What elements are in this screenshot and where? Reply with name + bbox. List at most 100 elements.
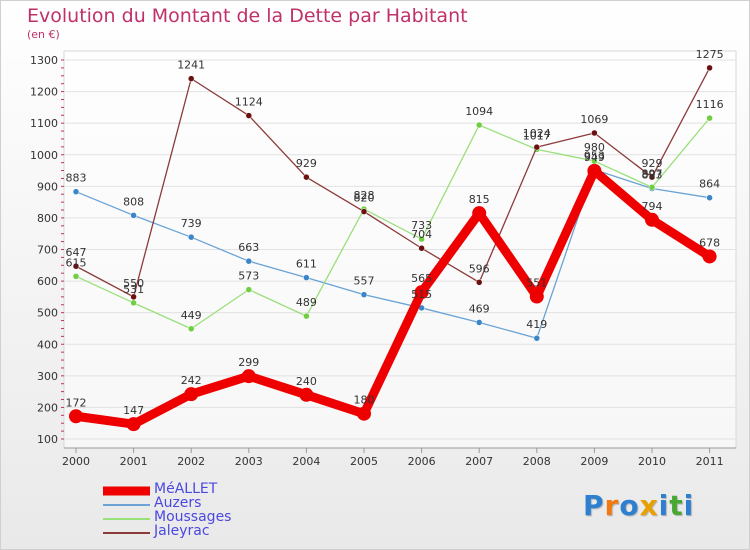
legend-label-moussages: Moussages xyxy=(154,509,232,525)
data-label: 883 xyxy=(66,172,87,185)
data-label: 611 xyxy=(296,258,317,271)
data-label: 1116 xyxy=(696,98,724,111)
logo-letter: i xyxy=(658,489,670,522)
y-tick-label: 1100 xyxy=(30,117,58,130)
logo-letter: r xyxy=(604,489,620,522)
data-label: 949 xyxy=(584,151,605,164)
data-label: 515 xyxy=(411,288,432,301)
data-label: 893 xyxy=(642,169,663,182)
data-point xyxy=(72,188,80,195)
data-label: 820 xyxy=(354,192,375,205)
y-tick-label: 300 xyxy=(37,370,58,383)
data-point xyxy=(245,286,253,293)
logo-letter: o xyxy=(619,489,640,522)
data-label: 663 xyxy=(238,241,259,254)
series-line-moussages xyxy=(75,117,711,330)
data-label: 1241 xyxy=(177,59,205,72)
data-label: 733 xyxy=(411,219,432,232)
data-label: 596 xyxy=(469,262,490,275)
data-point xyxy=(130,293,137,301)
x-tick-label: 2000 xyxy=(62,455,90,468)
data-label: 929 xyxy=(296,157,317,170)
series-line-auzers xyxy=(75,168,711,339)
data-label: 565 xyxy=(411,272,432,285)
x-tick-label: 2008 xyxy=(523,455,551,468)
data-point xyxy=(706,64,713,72)
data-point xyxy=(706,114,713,122)
data-label: 242 xyxy=(181,374,202,387)
data-point xyxy=(72,273,80,280)
x-tick-label: 2006 xyxy=(408,455,436,468)
data-point xyxy=(648,173,656,181)
data-point xyxy=(472,206,487,221)
data-label: 172 xyxy=(66,396,87,409)
y-tick-label: 900 xyxy=(37,180,58,193)
data-label: 1024 xyxy=(523,127,551,140)
x-tick-label: 2002 xyxy=(177,455,205,468)
y-tick-label: 200 xyxy=(37,401,58,414)
data-label: 897 xyxy=(642,167,663,180)
data-label: 953 xyxy=(584,150,605,163)
data-point xyxy=(130,299,137,307)
data-label: 815 xyxy=(469,193,490,206)
data-point xyxy=(648,184,656,191)
legend-label-auzers: Auzers xyxy=(154,495,202,511)
x-tick-label: 2011 xyxy=(696,455,724,468)
data-label: 647 xyxy=(66,246,87,259)
y-tick-label: 100 xyxy=(37,433,58,446)
data-point xyxy=(418,235,425,243)
logo-letter: t xyxy=(669,489,684,522)
data-point xyxy=(706,194,713,201)
y-tick-label: 1200 xyxy=(30,86,58,99)
data-point xyxy=(702,249,717,264)
x-tick-label: 2003 xyxy=(235,455,263,468)
x-tick-label: 2007 xyxy=(465,455,493,468)
data-point xyxy=(357,406,371,421)
y-tick-label: 800 xyxy=(37,212,58,225)
data-point xyxy=(184,387,199,402)
data-point xyxy=(299,387,314,402)
data-point xyxy=(245,112,253,119)
data-label: 615 xyxy=(66,256,87,269)
data-point xyxy=(303,274,310,281)
data-point xyxy=(126,417,141,432)
data-label: 1017 xyxy=(523,129,551,142)
data-label: 449 xyxy=(181,309,202,322)
data-label: 531 xyxy=(123,283,144,296)
legend-swatch-meallet xyxy=(103,486,150,496)
y-tick-label: 400 xyxy=(37,338,58,351)
data-label: 929 xyxy=(642,157,663,170)
data-label: 240 xyxy=(296,375,317,388)
data-point xyxy=(187,325,195,333)
y-tick-label: 600 xyxy=(37,275,58,288)
y-tick-label: 1300 xyxy=(30,54,58,67)
x-tick-label: 2009 xyxy=(580,455,608,468)
series-line-jaleyrac xyxy=(75,67,711,298)
data-point xyxy=(245,257,253,265)
data-point xyxy=(645,212,659,227)
data-point xyxy=(187,75,195,82)
chart-subtitle: (en €) xyxy=(27,28,60,41)
legend-label-meallet: MéALLET xyxy=(154,481,218,497)
data-point xyxy=(529,289,544,304)
x-tick-label: 2010 xyxy=(638,455,666,468)
data-point xyxy=(72,262,80,270)
data-point xyxy=(475,121,483,129)
data-label: 469 xyxy=(469,302,490,315)
data-label: 573 xyxy=(238,270,259,283)
data-point xyxy=(360,208,368,215)
y-tick-label: 1000 xyxy=(30,149,58,162)
series-line-méallet xyxy=(71,166,715,429)
data-label: 489 xyxy=(296,296,317,309)
data-label: 1069 xyxy=(580,113,608,126)
data-label: 299 xyxy=(238,356,259,369)
data-point xyxy=(418,244,425,252)
y-tick-label: 700 xyxy=(37,244,58,257)
legend-swatch-moussages xyxy=(103,518,150,520)
data-point xyxy=(533,143,541,151)
data-point xyxy=(414,285,429,300)
legend-swatch-auzers xyxy=(103,504,150,506)
x-tick-label: 2005 xyxy=(350,455,378,468)
proxiti-logo: Proxiti xyxy=(583,489,694,522)
x-tick-label: 2001 xyxy=(120,455,148,468)
